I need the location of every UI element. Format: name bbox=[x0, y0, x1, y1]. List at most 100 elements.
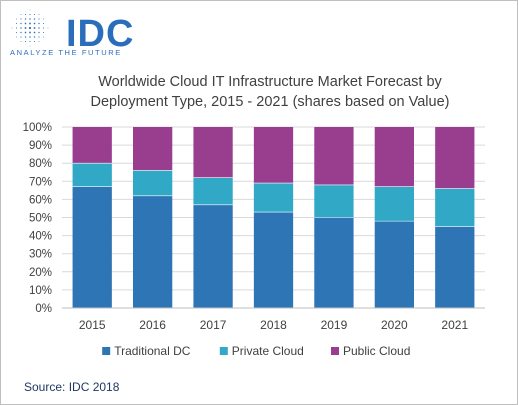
idc-globe-icon bbox=[11, 9, 49, 47]
globe-dot bbox=[33, 31, 36, 34]
bar-segment bbox=[314, 184, 354, 218]
globe-dot bbox=[38, 36, 40, 38]
bar-segment bbox=[435, 127, 475, 189]
globe-dot bbox=[16, 18, 17, 20]
bar-segment bbox=[314, 217, 354, 308]
globe-dot bbox=[29, 27, 31, 29]
globe-dot bbox=[29, 22, 31, 25]
globe-dot bbox=[16, 32, 17, 33]
globe-dot bbox=[20, 27, 22, 29]
x-tick-label: 2017 bbox=[200, 318, 227, 332]
globe-dot bbox=[29, 31, 31, 34]
legend-swatch bbox=[102, 347, 111, 355]
globe-dot bbox=[38, 22, 40, 25]
globe-dot bbox=[24, 36, 27, 38]
bar-segment bbox=[72, 163, 112, 187]
y-tick-label: 100% bbox=[23, 122, 52, 134]
globe-dot bbox=[38, 31, 40, 34]
logo-tagline: ANALYZE THE FUTURE bbox=[10, 48, 122, 57]
globe-dot bbox=[29, 14, 31, 15]
bars bbox=[72, 127, 475, 308]
globe-dot bbox=[20, 18, 22, 20]
globe-dot bbox=[20, 22, 22, 25]
y-tick-label: 50% bbox=[29, 213, 52, 225]
globe-dot bbox=[11, 27, 13, 29]
globe-dot bbox=[16, 27, 17, 29]
y-tick-label: 90% bbox=[29, 140, 52, 152]
y-tick-label: 10% bbox=[29, 285, 52, 297]
bar-segment bbox=[253, 183, 294, 213]
bar-segment bbox=[72, 127, 112, 164]
globe-dot bbox=[29, 18, 31, 20]
globe-dot bbox=[43, 18, 44, 20]
bar-segment bbox=[374, 221, 414, 308]
globe-dot bbox=[24, 18, 27, 20]
y-tick-label: 80% bbox=[29, 158, 52, 170]
y-tick-label: 0% bbox=[35, 303, 52, 315]
globe-dot bbox=[29, 36, 31, 38]
globe-dot bbox=[33, 18, 36, 20]
x-tick-label: 2021 bbox=[441, 318, 468, 332]
bar-segment bbox=[253, 127, 294, 184]
bar-segment bbox=[72, 186, 112, 308]
globe-dot bbox=[20, 31, 22, 34]
legend-label: Public Cloud bbox=[343, 344, 410, 358]
globe-dot bbox=[43, 36, 44, 38]
chart-title-line1: Worldwide Cloud IT Infrastructure Market… bbox=[98, 74, 442, 90]
bar-segment bbox=[435, 226, 475, 308]
x-tick-label: 2018 bbox=[260, 318, 287, 332]
globe-dot bbox=[33, 22, 36, 25]
bar-segment bbox=[374, 186, 414, 222]
globe-dot bbox=[16, 23, 17, 24]
globe-dot bbox=[24, 31, 27, 34]
globe-dot bbox=[29, 45, 31, 47]
y-tick-label: 60% bbox=[29, 194, 52, 206]
legend-swatch bbox=[219, 347, 228, 355]
globe-dot bbox=[20, 36, 22, 38]
legend-label: Traditional DC bbox=[114, 344, 191, 358]
source-note: Source: IDC 2018 bbox=[24, 380, 120, 394]
y-tick-label: 20% bbox=[29, 267, 52, 279]
globe-dot bbox=[24, 22, 27, 25]
bar-segment bbox=[193, 127, 233, 178]
globe-dot bbox=[33, 27, 36, 29]
globe-dot bbox=[20, 41, 22, 42]
x-tick-label: 2015 bbox=[79, 318, 106, 332]
chart-title-line2: Deployment Type, 2015 - 2021 (shares bas… bbox=[90, 94, 450, 110]
legend-swatch bbox=[331, 347, 339, 355]
globe-dot bbox=[38, 18, 40, 20]
x-tick-label: 2019 bbox=[321, 318, 348, 332]
globe-dot bbox=[29, 41, 31, 42]
globe-dot bbox=[16, 36, 17, 38]
globe-dot bbox=[34, 14, 35, 15]
idc-logo: IDC ANALYZE THE FUTURE bbox=[8, 8, 148, 68]
globe-dot bbox=[34, 41, 35, 42]
bar-segment bbox=[193, 204, 233, 308]
y-tick-label: 30% bbox=[29, 249, 52, 261]
globe-dot bbox=[24, 27, 27, 29]
axes: 0% 10% 20% 30% 40% 50% 60% 70% 80% 90% 100% 2015 201… bbox=[23, 122, 485, 332]
bar-segment bbox=[435, 188, 475, 227]
bar-segment bbox=[374, 127, 414, 187]
bar-segment bbox=[133, 127, 173, 171]
globe-dot bbox=[38, 27, 40, 29]
y-tick-label: 70% bbox=[29, 176, 52, 188]
globe-dot bbox=[38, 14, 40, 15]
bar-segment bbox=[193, 177, 233, 205]
bar-segment bbox=[314, 127, 354, 185]
logo-wordmark: IDC bbox=[66, 13, 135, 55]
globe-dot bbox=[43, 32, 44, 33]
globe-dot bbox=[47, 27, 49, 29]
bar-segment bbox=[133, 195, 173, 308]
globe-dot bbox=[33, 36, 36, 38]
y-tick-label: 40% bbox=[29, 231, 52, 243]
x-tick-label: 2020 bbox=[381, 318, 408, 332]
legend-label: Private Cloud bbox=[232, 344, 304, 358]
globe-dot bbox=[29, 9, 31, 11]
legend: Traditional DC Private Cloud Public Cloud bbox=[102, 344, 410, 358]
x-tick-label: 2016 bbox=[139, 318, 166, 332]
bar-segment bbox=[253, 212, 294, 308]
globe-dot bbox=[25, 14, 26, 15]
bar-segment bbox=[133, 170, 173, 196]
